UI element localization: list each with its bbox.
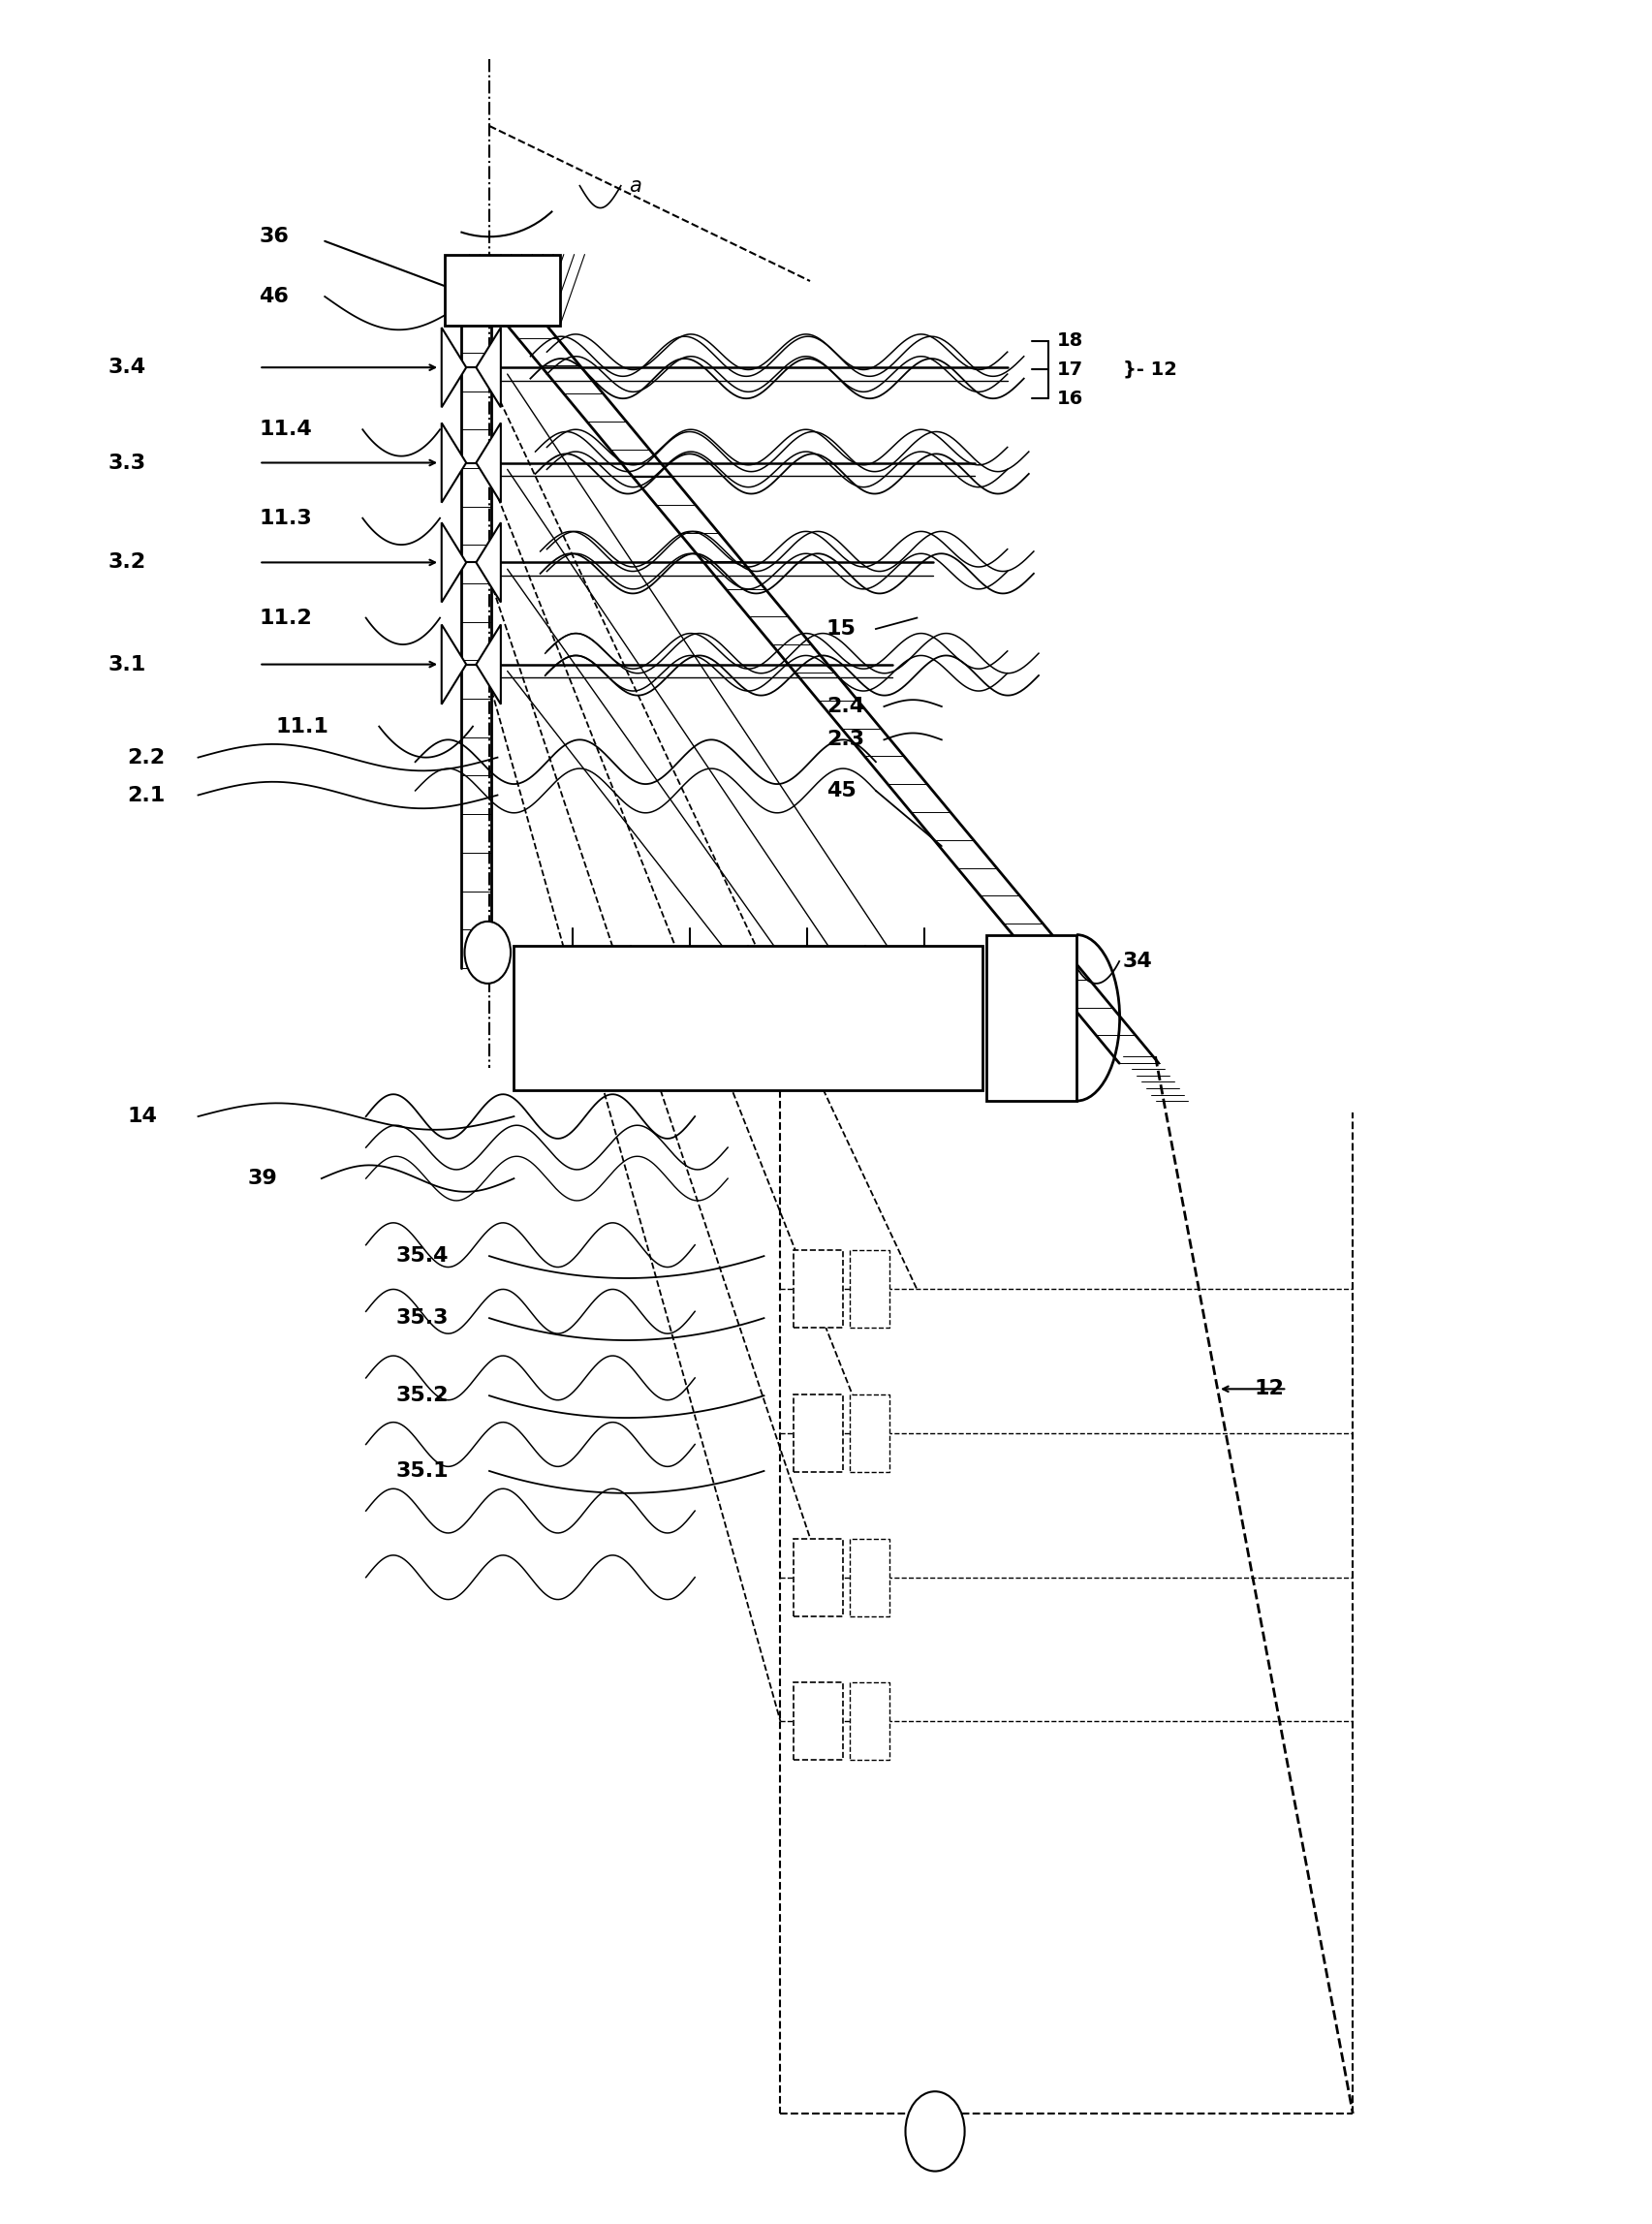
Text: 2.2: 2.2	[127, 747, 165, 767]
Text: 18: 18	[1056, 331, 1082, 349]
Polygon shape	[441, 625, 466, 705]
Text: a: a	[629, 176, 641, 196]
Bar	[793, 1394, 843, 1472]
Circle shape	[905, 2091, 965, 2171]
Text: 12: 12	[1254, 1379, 1284, 1399]
Text: 2.3: 2.3	[826, 729, 864, 749]
Polygon shape	[441, 523, 466, 603]
Bar	[849, 1394, 889, 1472]
Text: 35.1: 35.1	[395, 1461, 448, 1481]
Text: 35.4: 35.4	[395, 1245, 448, 1265]
Bar	[514, 945, 983, 1090]
Text: 3.4: 3.4	[109, 358, 147, 378]
Text: 34: 34	[1122, 952, 1151, 972]
Text: 3.1: 3.1	[109, 654, 147, 674]
Polygon shape	[441, 327, 466, 407]
Polygon shape	[476, 423, 501, 503]
Text: 3.3: 3.3	[109, 454, 147, 471]
Text: 16: 16	[1056, 389, 1082, 407]
Bar	[793, 1250, 843, 1328]
Bar	[444, 254, 560, 325]
Text: 11.3: 11.3	[259, 509, 312, 527]
Polygon shape	[476, 327, 501, 407]
Text: 35.2: 35.2	[395, 1386, 448, 1406]
Text: 45: 45	[826, 781, 856, 801]
Bar	[849, 1250, 889, 1328]
Text: 39: 39	[248, 1170, 278, 1188]
Circle shape	[464, 921, 510, 983]
Bar	[793, 1539, 843, 1617]
Text: 11.2: 11.2	[259, 607, 312, 627]
Bar	[849, 1684, 889, 1759]
Bar	[849, 1539, 889, 1617]
Text: 2.1: 2.1	[127, 785, 165, 805]
Text: 3.2: 3.2	[109, 554, 147, 572]
Text: 11.1: 11.1	[276, 716, 329, 736]
Text: 14: 14	[127, 1108, 157, 1125]
Text: 46: 46	[259, 287, 289, 307]
Text: 36: 36	[259, 227, 289, 247]
Bar	[986, 934, 1075, 1101]
Bar	[793, 1684, 843, 1759]
Text: 15: 15	[826, 618, 856, 638]
Polygon shape	[441, 423, 466, 503]
Text: }- 12: }- 12	[1122, 360, 1176, 378]
Polygon shape	[476, 625, 501, 705]
Text: 17: 17	[1056, 360, 1082, 378]
Polygon shape	[476, 523, 501, 603]
Text: 35.3: 35.3	[395, 1308, 448, 1328]
Text: 2.4: 2.4	[826, 696, 864, 716]
Text: 11.4: 11.4	[259, 420, 312, 438]
